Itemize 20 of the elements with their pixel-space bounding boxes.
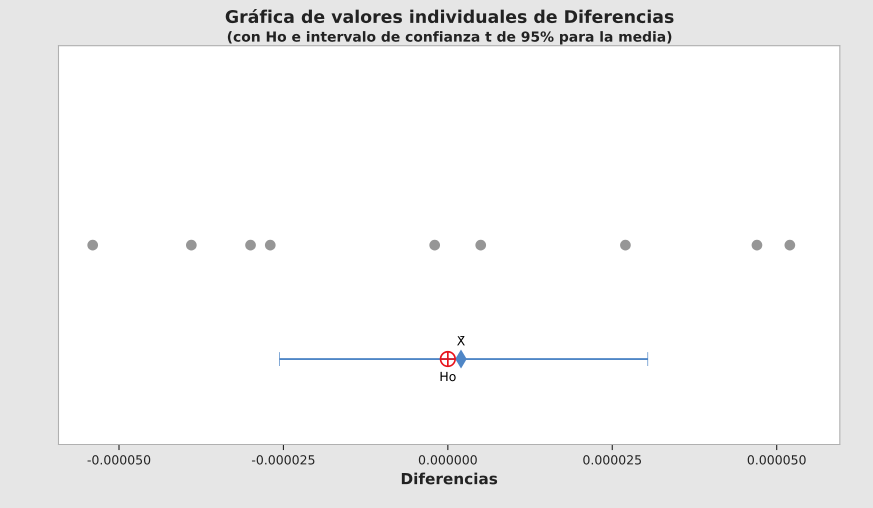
x-tick-label: 0.000000: [418, 455, 477, 465]
x-tick-label: 0.000025: [583, 455, 641, 465]
point: [429, 240, 440, 250]
x-tick-label: -0.000025: [252, 455, 314, 465]
point: [87, 240, 98, 250]
series-label: Ho: [440, 372, 456, 382]
x-tick-label: 0.000050: [748, 455, 806, 465]
point: [475, 240, 486, 250]
point: [440, 350, 456, 368]
chart-title: Gráfica de valores individuales de Diferencias: [226, 8, 674, 24]
point: [620, 240, 631, 250]
point: [752, 240, 762, 250]
chart-subtitle: (con Ho e intervalo de confianza t de 95% para la media): [228, 31, 672, 45]
x-tick-label: -0.000050: [88, 455, 150, 465]
point: [264, 240, 276, 250]
point: [186, 240, 197, 250]
point: [245, 240, 256, 250]
point: [784, 240, 796, 250]
series-label: X̄: [457, 336, 465, 346]
x-axis-title: Diferencias: [402, 472, 498, 484]
